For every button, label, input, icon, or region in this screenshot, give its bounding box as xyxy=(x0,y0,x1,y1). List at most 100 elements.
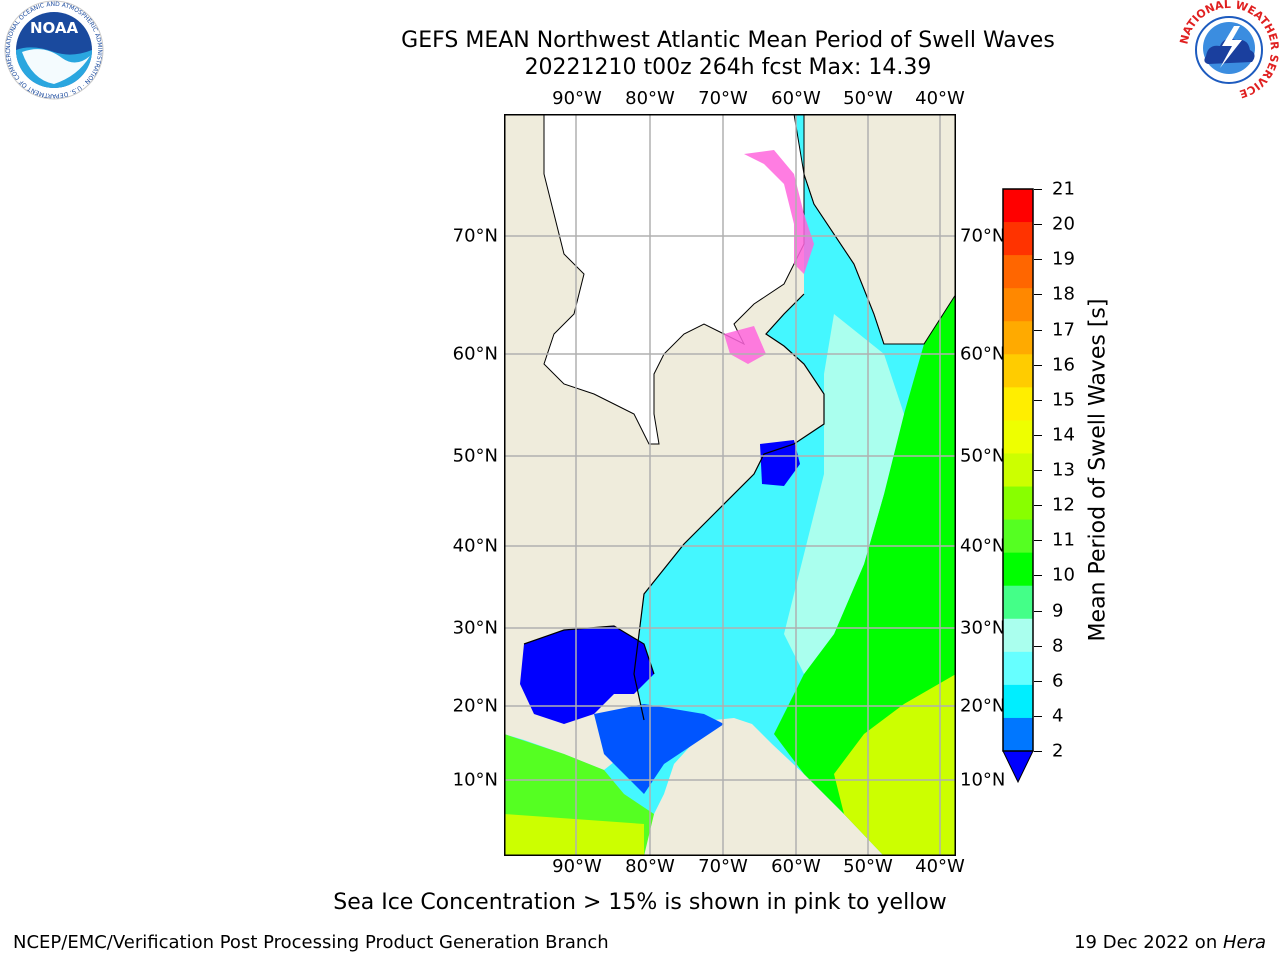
footer-credit: NCEP/EMC/Verification Post Processing Pr… xyxy=(13,932,609,953)
southern-long-swell xyxy=(504,814,644,856)
colorbar-band xyxy=(1003,255,1033,289)
colorbar-band xyxy=(1003,519,1033,554)
colorbar-tick-label: 6 xyxy=(1052,670,1064,692)
colorbar-tick-mark xyxy=(1034,364,1042,366)
lon-label-bottom-80w: 80°W xyxy=(625,856,675,877)
gulf-of-mexico xyxy=(520,626,654,724)
colorbar-label: Mean Period of Swell Waves [s] xyxy=(1085,298,1111,642)
colorbar-tick-mark xyxy=(1034,575,1042,577)
lon-label-bottom-50w: 50°W xyxy=(843,856,893,877)
caribbean-sea xyxy=(594,704,724,794)
lon-label-bottom-60w: 60°W xyxy=(771,856,821,877)
colorbar-tick-label: 20 xyxy=(1052,213,1075,235)
colorbar-tick-label: 21 xyxy=(1052,178,1075,200)
colorbar-band xyxy=(1003,585,1033,620)
greenland-land xyxy=(803,114,956,345)
lat-label-right-50n: 50°N xyxy=(960,445,1006,467)
colorbar-tick-mark xyxy=(1034,329,1042,331)
colorbar-tick-label: 11 xyxy=(1052,529,1075,551)
colorbar-band xyxy=(1003,618,1033,653)
lat-label-right-70n: 70°N xyxy=(960,225,1006,247)
lat-label-left-50n: 50°N xyxy=(452,445,498,467)
lat-label-right-40n: 40°N xyxy=(960,535,1006,557)
colorbar-tick-label: 19 xyxy=(1052,248,1075,270)
colorbar-tick-label: 2 xyxy=(1052,740,1064,762)
lat-label-left-60n: 60°N xyxy=(452,343,498,365)
colorbar-extend-arrow xyxy=(1002,750,1034,784)
lon-label-bottom-90w: 90°W xyxy=(552,856,602,877)
lat-label-right-20n: 20°N xyxy=(960,695,1006,717)
nws-logo: NATIONAL WEATHER SERVICE xyxy=(1178,0,1280,100)
lat-label-left-20n: 20°N xyxy=(452,695,498,717)
lat-label-right-60n: 60°N xyxy=(960,343,1006,365)
colorbar-tick-label: 16 xyxy=(1052,354,1075,376)
colorbar-tick-mark xyxy=(1034,751,1042,752)
colorbar-tick-label: 9 xyxy=(1052,600,1064,621)
footer-host: Hera xyxy=(1222,932,1266,953)
colorbar-band xyxy=(1003,354,1033,388)
colorbar-tick-mark xyxy=(1034,715,1042,717)
colorbar-tick-mark xyxy=(1034,645,1042,647)
colorbar-tick-label: 17 xyxy=(1052,319,1075,340)
colorbar-tick-label: 10 xyxy=(1052,564,1075,586)
footer-date-text: 19 Dec 2022 on xyxy=(1074,932,1223,953)
colorbar-tick-label: 12 xyxy=(1052,494,1075,516)
lat-label-right-30n: 30°N xyxy=(960,617,1006,639)
colorbar-band xyxy=(1003,552,1033,587)
colorbar-tick-mark xyxy=(1034,610,1042,612)
colorbar-tick-mark xyxy=(1034,434,1042,436)
lat-label-left-40n: 40°N xyxy=(452,535,498,557)
colorbar-band xyxy=(1003,486,1033,521)
lat-label-left-10n: 10°N xyxy=(452,769,498,791)
page-title: GEFS MEAN Northwest Atlantic Mean Period… xyxy=(401,28,1055,53)
colorbar-tick-mark xyxy=(1034,294,1042,296)
mid-swell-band xyxy=(784,314,904,674)
lon-label-top-50w: 50°W xyxy=(843,88,893,109)
colorbar-tick-label: 15 xyxy=(1052,389,1075,411)
colorbar-tick-mark xyxy=(1034,540,1042,542)
colorbar-tick-mark xyxy=(1034,680,1042,682)
colorbar-band xyxy=(1003,684,1033,719)
page-subtitle: 20221210 t00z 264h fcst Max: 14.39 xyxy=(524,55,932,80)
colorbar-tick-mark xyxy=(1034,505,1042,507)
lon-label-top-70w: 70°W xyxy=(698,88,748,109)
noaa-logo-text: NOAA xyxy=(30,19,79,37)
colorbar-frame xyxy=(1002,188,1034,752)
lat-label-right-10n: 10°N xyxy=(960,769,1006,791)
colorbar-band xyxy=(1003,387,1033,421)
colorbar-tick-mark xyxy=(1034,189,1042,190)
colorbar-tick-label: 14 xyxy=(1052,424,1075,446)
map-frame xyxy=(504,114,956,856)
colorbar-tick-label: 18 xyxy=(1052,283,1075,305)
colorbar-tick-mark xyxy=(1034,259,1042,261)
colorbar-band xyxy=(1003,189,1033,223)
footer-date: 19 Dec 2022 on Hera xyxy=(1074,932,1266,953)
lat-label-left-30n: 30°N xyxy=(452,617,498,639)
colorbar xyxy=(1002,188,1034,784)
canadian-arctic xyxy=(543,114,805,445)
lon-label-top-60w: 60°W xyxy=(771,88,821,109)
gulf-coast-line xyxy=(523,625,655,675)
lon-label-bottom-70w: 70°W xyxy=(698,856,748,877)
colorbar-tick-mark xyxy=(1034,399,1042,401)
swell-period-map xyxy=(504,114,956,856)
colorbar-tick-mark xyxy=(1034,470,1042,471)
lon-label-top-40w: 40°W xyxy=(915,88,965,109)
graticule xyxy=(504,114,956,856)
noaa-logo: NOAA NATIONAL OCEANIC AND ATMOSPHERIC AD… xyxy=(2,0,104,100)
longest-swell-region xyxy=(834,674,956,856)
lon-label-top-80w: 80°W xyxy=(625,88,675,109)
lon-label-bottom-40w: 40°W xyxy=(915,856,965,877)
colorbar-band xyxy=(1003,717,1033,752)
colorbar-tick-label: 4 xyxy=(1052,705,1064,727)
colorbar-band xyxy=(1003,453,1033,488)
sea-ice-caption: Sea Ice Concentration > 15% is shown in … xyxy=(333,890,947,915)
colorbar-band xyxy=(1003,651,1033,686)
colorbar-band xyxy=(1003,222,1033,256)
colorbar-band xyxy=(1003,321,1033,355)
colorbar-tick-mark xyxy=(1034,224,1042,226)
colorbar-tick-label: 13 xyxy=(1052,459,1075,481)
colorbar-tick-label: 8 xyxy=(1052,635,1064,657)
lat-label-left-70n: 70°N xyxy=(452,225,498,247)
colorbar-band xyxy=(1003,420,1033,454)
